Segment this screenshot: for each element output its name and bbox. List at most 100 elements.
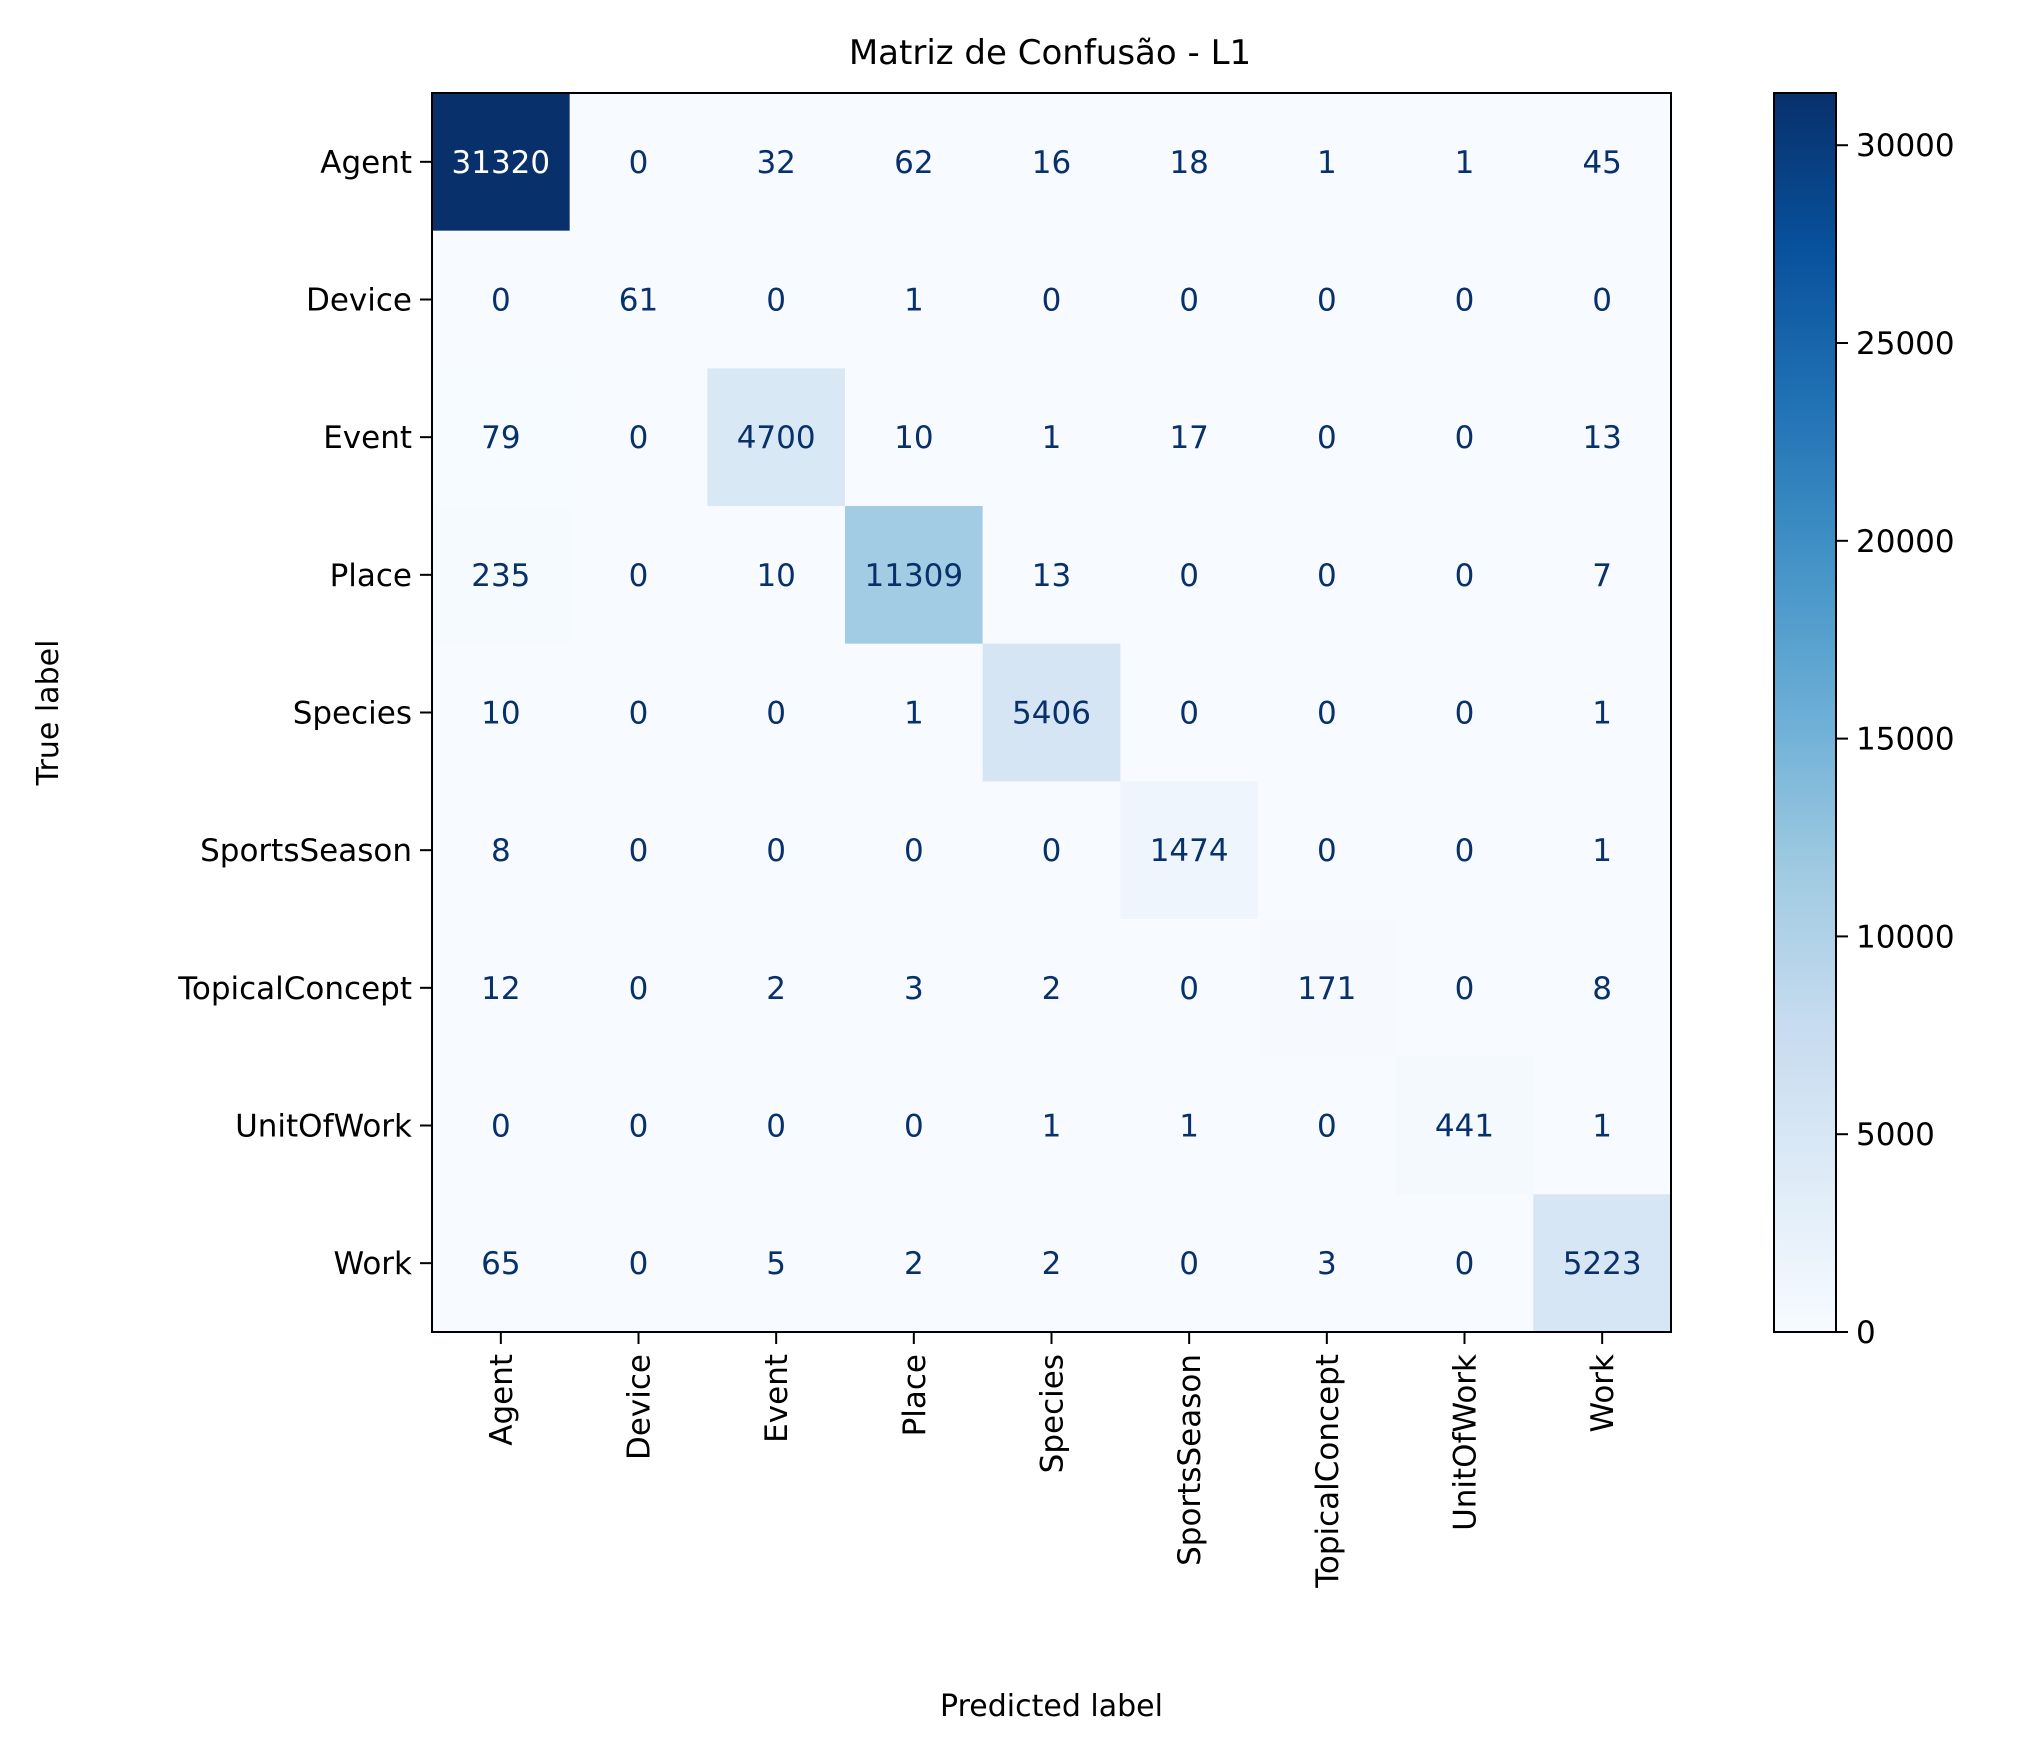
cell-value-label: 0 <box>1179 283 1199 319</box>
cell-value-label: 5 <box>766 1246 786 1282</box>
x-tick-label-species: Species <box>1035 1354 1071 1473</box>
heatmap-cell <box>1258 1056 1397 1195</box>
cell-value-label: 2 <box>1042 1246 1062 1282</box>
x-axis-label: Predicted label <box>940 1689 1163 1724</box>
cell-value-label: 3 <box>904 971 924 1007</box>
heatmap-cell <box>1395 230 1534 369</box>
y-axis-label: True label <box>31 640 66 787</box>
heatmap-cell <box>707 368 846 507</box>
cell-value-label: 0 <box>1317 420 1337 456</box>
cell-value-label: 0 <box>629 558 649 594</box>
y-tick-label-unitofwork: UnitOfWork <box>235 1109 412 1145</box>
cell-value-label: 1 <box>1042 1109 1062 1145</box>
heatmap-cell <box>432 368 571 507</box>
heatmap-cell <box>1395 93 1534 232</box>
heatmap-cell <box>845 919 984 1058</box>
cell-value-label: 10 <box>894 420 933 456</box>
x-tick-label-work: Work <box>1585 1354 1621 1433</box>
cell-value-label: 0 <box>1317 696 1337 732</box>
heatmap-cell <box>432 919 571 1058</box>
heatmap-cell <box>1395 781 1534 920</box>
cell-value-label: 5223 <box>1563 1246 1642 1282</box>
heatmap-cell <box>845 230 984 369</box>
heatmap-cell <box>569 93 708 232</box>
x-axis-ticks: Agent Device Event Place Species SportsSeason… <box>484 1332 1621 1589</box>
heatmap-cell <box>569 1194 708 1333</box>
heatmap-cell <box>1120 643 1259 782</box>
x-tick-label-event: Event <box>759 1354 795 1443</box>
cell-value-label: 4700 <box>737 420 816 456</box>
cell-value-label: 1 <box>1317 145 1337 181</box>
heatmap-cell <box>982 506 1121 645</box>
heatmap-cell <box>432 506 571 645</box>
cell-value-label: 0 <box>766 833 786 869</box>
heatmap-cell <box>432 1194 571 1333</box>
cell-value-label: 1 <box>1592 696 1612 732</box>
heatmap-cell <box>1395 919 1534 1058</box>
cell-value-label: 0 <box>1317 1109 1337 1145</box>
cell-value-label: 0 <box>1455 833 1475 869</box>
cell-value-label: 0 <box>1042 283 1062 319</box>
heatmap-cell <box>1258 1194 1397 1333</box>
heatmap-cell <box>1120 230 1259 369</box>
cell-value-label: 31320 <box>452 145 551 181</box>
cell-value-label: 0 <box>1179 696 1199 732</box>
heatmap-cell <box>845 1194 984 1333</box>
x-tick-label-unitofwork: UnitOfWork <box>1448 1354 1484 1531</box>
heatmap-cell <box>432 93 571 232</box>
heatmap-cell <box>982 93 1121 232</box>
cell-value-label: 0 <box>1042 833 1062 869</box>
heatmap-cell <box>1533 368 1672 507</box>
cell-value-label: 10 <box>481 696 520 732</box>
heatmap-cell <box>1533 93 1672 232</box>
heatmap-cell <box>1120 781 1259 920</box>
heatmap-cell <box>432 643 571 782</box>
y-tick-label-place: Place <box>330 558 412 594</box>
y-tick-label-agent: Agent <box>320 145 412 181</box>
cell-value-labels: 31320 0 32 62 16 18 1 1 450 61 0 1 0 0 0 0 079 0 4700 10 1 17… <box>452 145 1642 1282</box>
x-tick-label-topicalconcept: TopicalConcept <box>1310 1354 1346 1589</box>
heatmap-cell <box>1258 368 1397 507</box>
heatmap-cell <box>707 506 846 645</box>
heatmap-cell <box>1120 1194 1259 1333</box>
cell-value-label: 0 <box>1455 558 1475 594</box>
y-tick-label-topicalconcept: TopicalConcept <box>177 971 412 1007</box>
cell-value-label: 1 <box>1179 1109 1199 1145</box>
cell-value-label: 5406 <box>1012 696 1091 732</box>
heatmap-cell <box>845 506 984 645</box>
cell-value-label: 2 <box>1042 971 1062 1007</box>
heatmap-cell <box>707 230 846 369</box>
cell-value-label: 1 <box>904 283 924 319</box>
heatmap-cell <box>982 1056 1121 1195</box>
cell-value-label: 0 <box>1455 1246 1475 1282</box>
cell-value-label: 0 <box>1317 833 1337 869</box>
cell-value-label: 0 <box>904 833 924 869</box>
cell-value-label: 11309 <box>865 558 964 594</box>
x-tick-label-device: Device <box>622 1354 658 1460</box>
heatmap-cell <box>982 781 1121 920</box>
cell-value-label: 1 <box>1042 420 1062 456</box>
colorbar-tick-label: 10000 <box>1856 919 1955 955</box>
heatmap-cell <box>1533 1056 1672 1195</box>
cell-value-label: 0 <box>491 1109 511 1145</box>
heatmap-cell <box>1533 643 1672 782</box>
cell-value-label: 1 <box>1592 833 1612 869</box>
y-tick-label-sportsseason: SportsSeason <box>200 833 412 869</box>
heatmap-cell <box>1395 643 1534 782</box>
heatmap-cell <box>569 368 708 507</box>
heatmap-cell <box>1533 781 1672 920</box>
cell-value-label: 0 <box>629 696 649 732</box>
heatmap-cell <box>569 1056 708 1195</box>
colorbar-frame <box>1773 92 1837 1333</box>
heatmap-cell <box>1395 1194 1534 1333</box>
cell-value-label: 0 <box>766 283 786 319</box>
heatmap-cell <box>1258 506 1397 645</box>
y-tick-label-work: Work <box>334 1246 413 1282</box>
cell-value-label: 235 <box>471 558 530 594</box>
heatmap-cell <box>432 781 571 920</box>
cell-value-label: 0 <box>1179 558 1199 594</box>
cell-value-label: 0 <box>491 283 511 319</box>
heatmap-cell <box>707 1194 846 1333</box>
heatmap-cell <box>707 93 846 232</box>
